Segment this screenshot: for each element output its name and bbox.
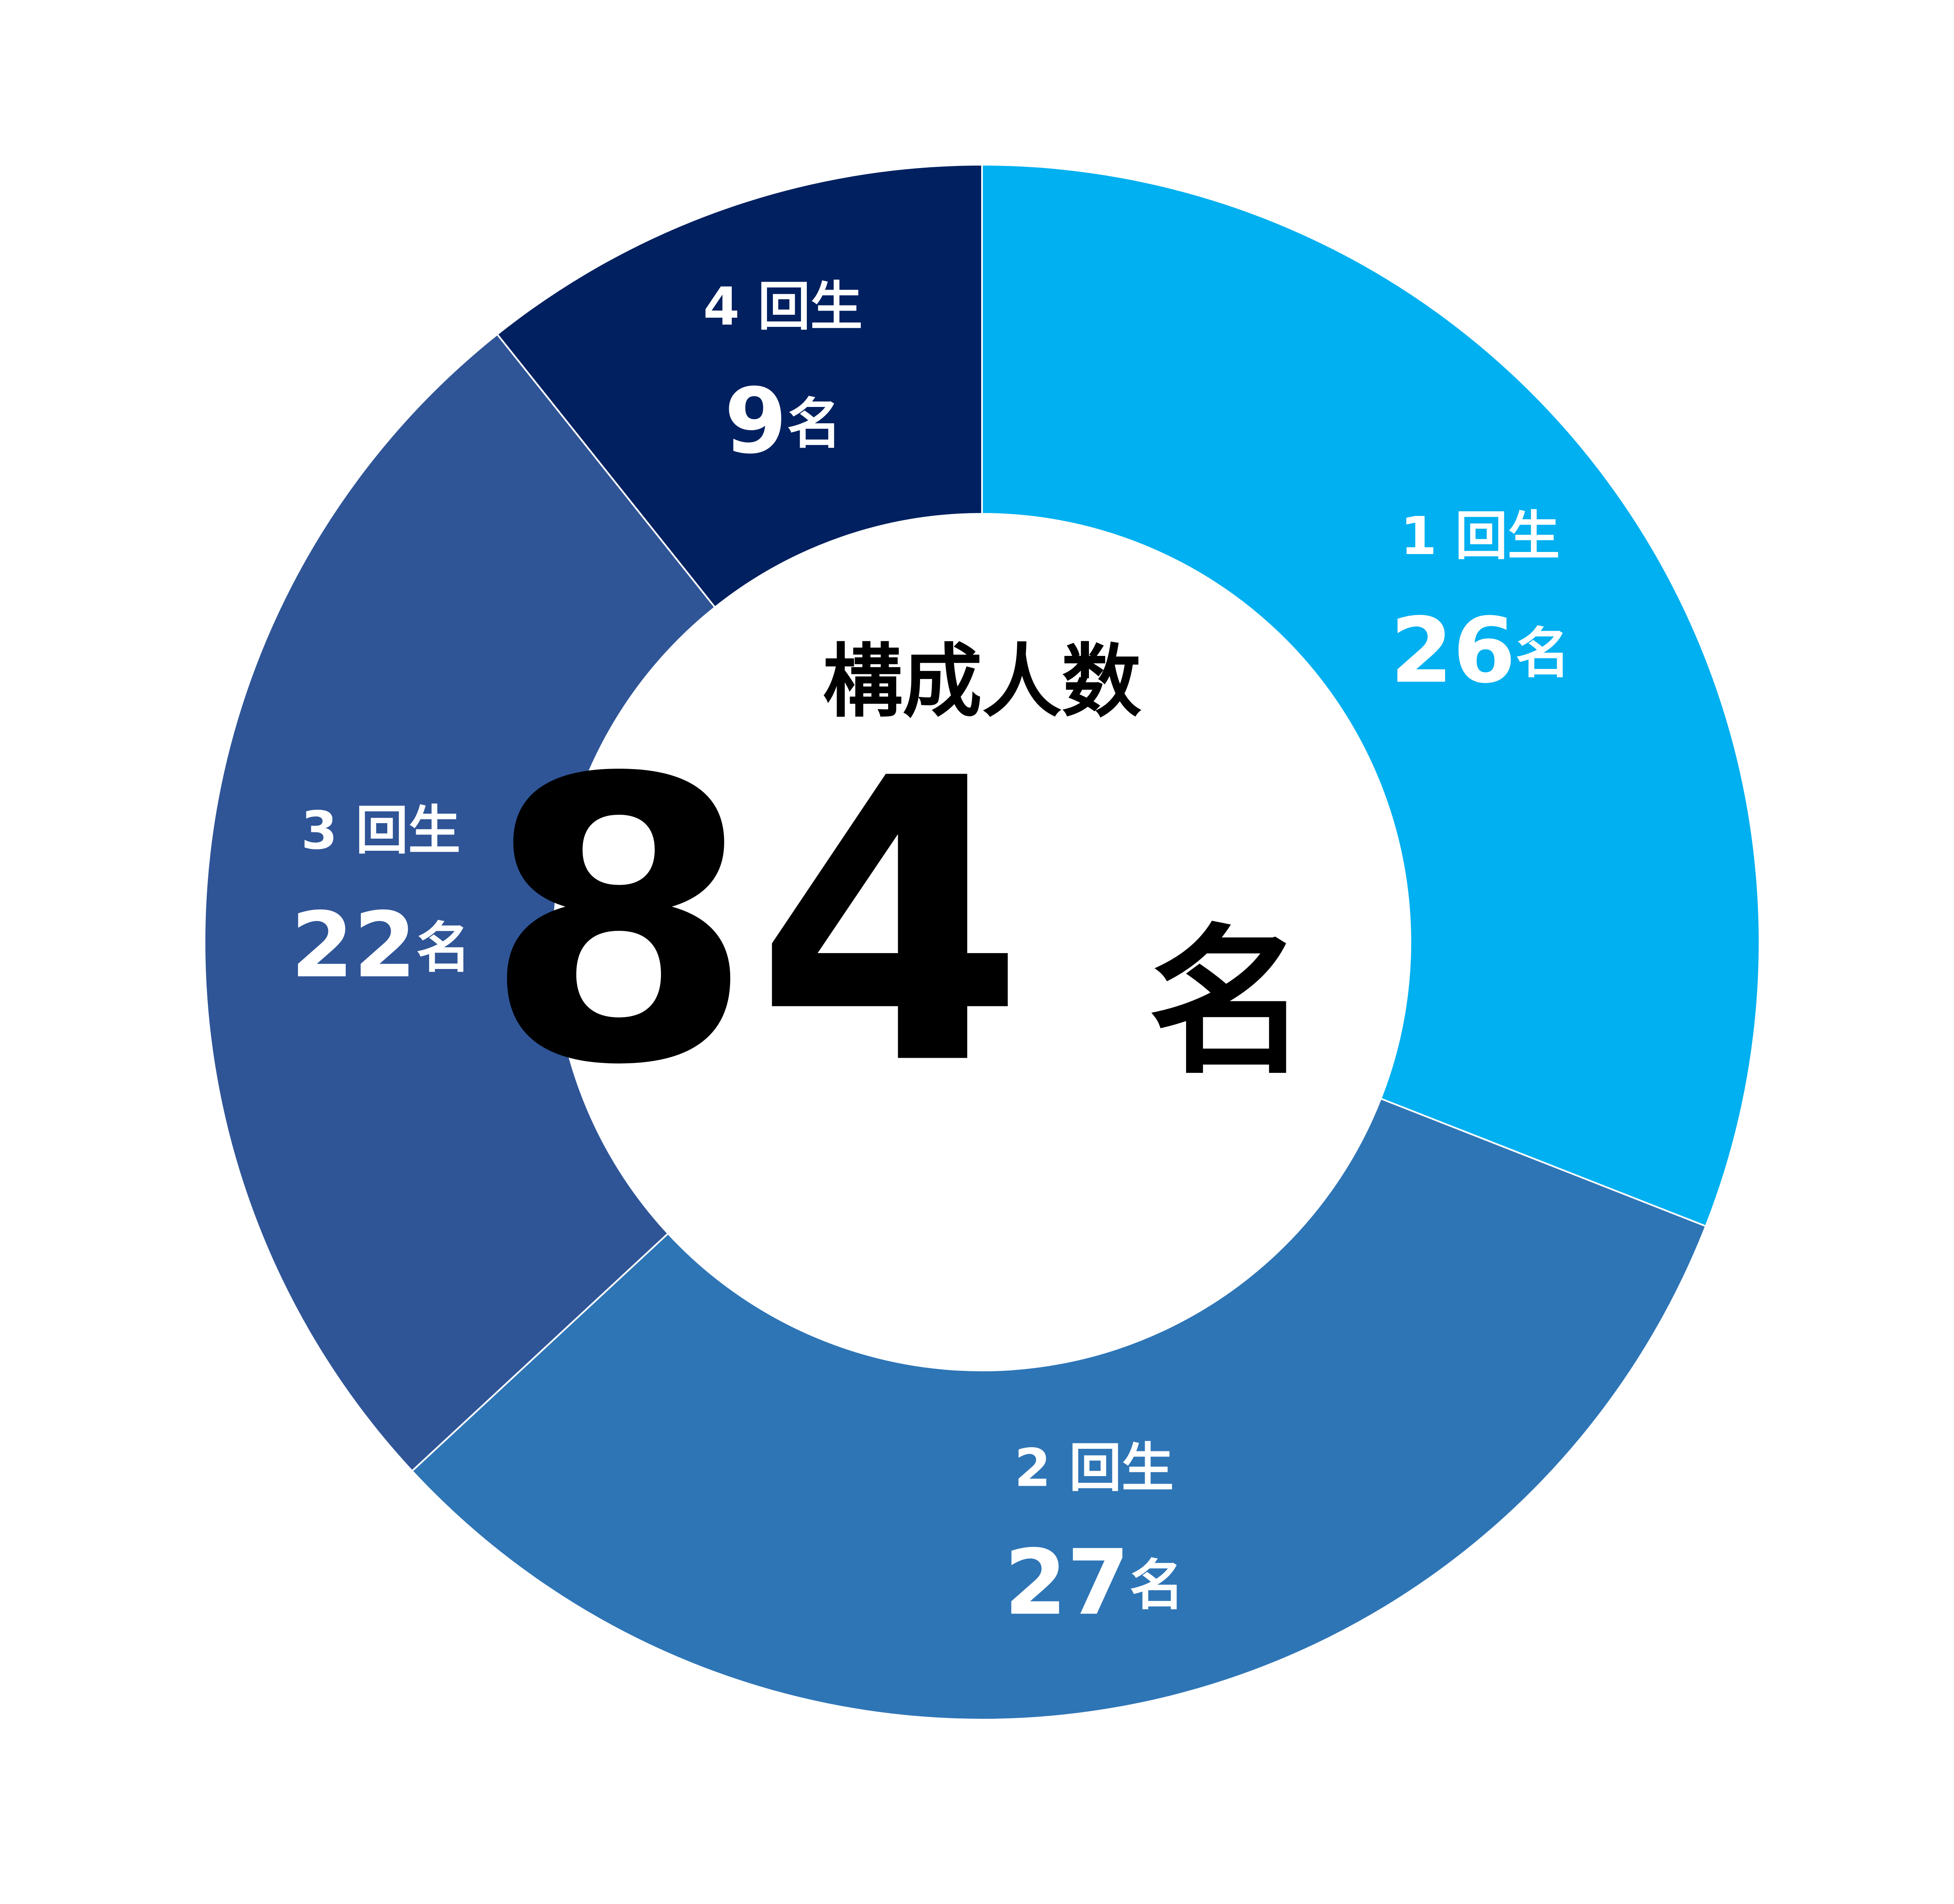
labels: 1 回生 26名 2 回生 27名 3 回生 22名 4 回生 9名 — [291, 276, 1570, 1635]
category-label: 1 回生 — [1400, 506, 1560, 567]
wedges — [204, 163, 1760, 1720]
category-label: 4 回生 — [703, 276, 863, 337]
center-label: 構成人数 — [823, 635, 1141, 728]
value-label: 27名 — [1004, 1530, 1184, 1635]
value-label: 22名 — [291, 893, 471, 998]
value-label: 9名 — [724, 368, 842, 474]
total-unit: 名 — [1148, 910, 1308, 1096]
wedge — [204, 333, 716, 1472]
wedge — [496, 163, 983, 609]
total: 84 — [483, 697, 1026, 1150]
category-label: 2 回生 — [1014, 1438, 1174, 1499]
category-label: 3 回生 — [301, 800, 461, 861]
value-label: 26名 — [1390, 598, 1570, 703]
wedge — [981, 163, 1760, 1228]
wedge — [411, 1097, 1707, 1720]
